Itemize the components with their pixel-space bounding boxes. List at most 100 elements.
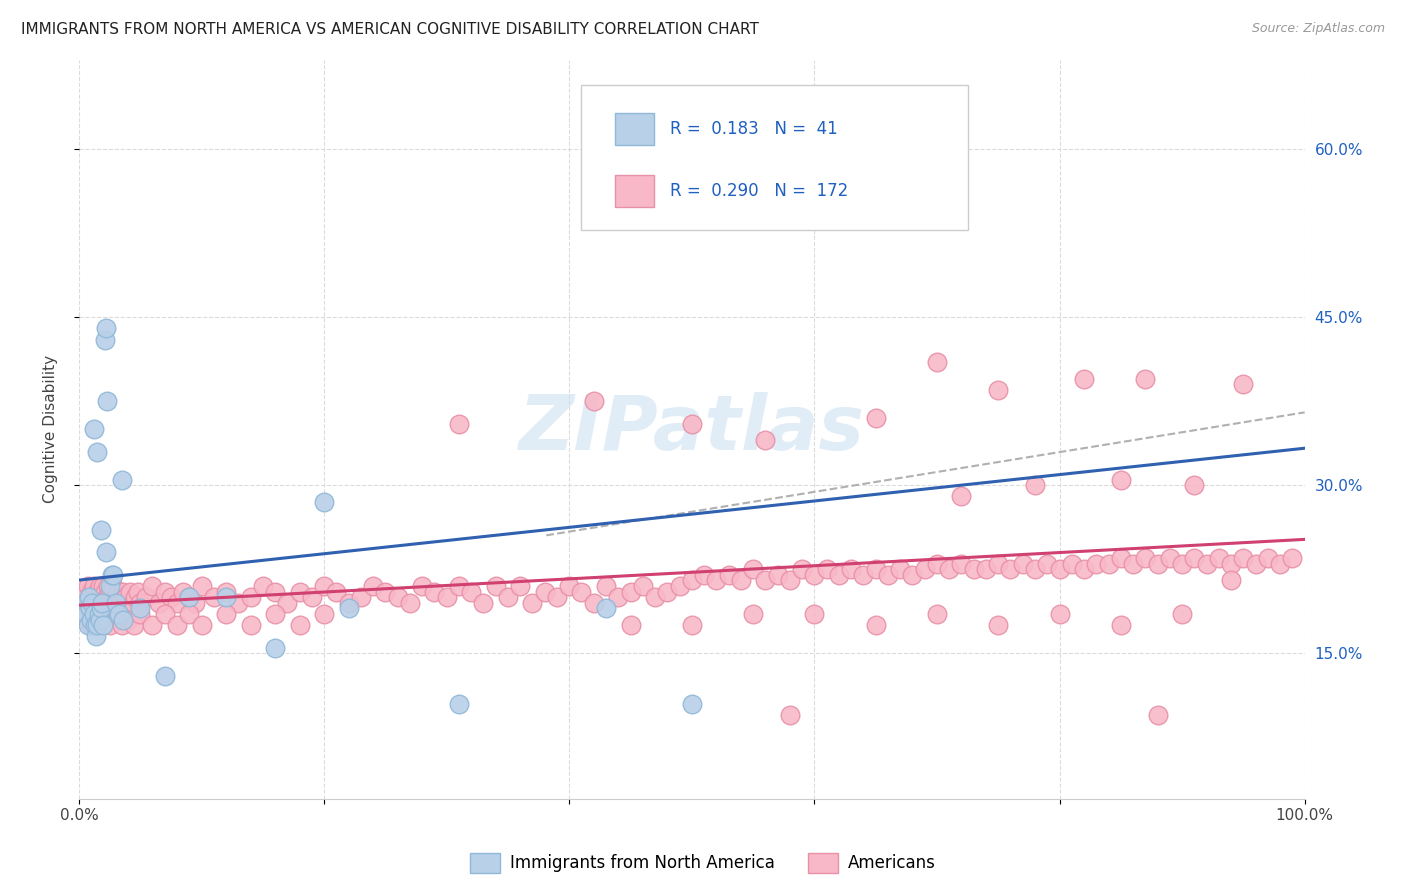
Point [86, 618, 108, 632]
Point [148, 596, 170, 610]
Point [1220, 557, 1243, 571]
Point [87, 590, 110, 604]
Point [852, 567, 875, 582]
Point [644, 590, 666, 604]
Point [447, 579, 470, 593]
Point [1257, 551, 1279, 566]
Point [98, 584, 121, 599]
Y-axis label: Cognitive Disability: Cognitive Disability [44, 355, 58, 503]
Point [865, 562, 887, 576]
Point [754, 574, 776, 588]
Point [1097, 557, 1119, 571]
Point [83, 422, 105, 436]
Point [496, 590, 519, 604]
Point [925, 557, 948, 571]
Point [337, 596, 360, 610]
Point [93, 584, 115, 599]
Point [754, 434, 776, 448]
Point [987, 557, 1010, 571]
Point [117, 613, 139, 627]
Point [107, 584, 129, 599]
Point [93, 579, 115, 593]
Point [127, 584, 149, 599]
Point [681, 697, 703, 711]
Point [595, 601, 617, 615]
Point [179, 607, 201, 621]
Point [264, 584, 287, 599]
Point [190, 579, 212, 593]
Point [77, 590, 100, 604]
Point [82, 596, 104, 610]
Point [1122, 557, 1144, 571]
Point [153, 607, 176, 621]
Point [447, 417, 470, 431]
Point [901, 567, 924, 582]
Point [314, 607, 336, 621]
Point [387, 590, 409, 604]
Point [987, 618, 1010, 632]
Point [89, 613, 111, 627]
Point [141, 618, 163, 632]
Point [1011, 557, 1033, 571]
Point [779, 574, 801, 588]
Point [84, 596, 107, 610]
Point [239, 618, 262, 632]
Point [83, 590, 105, 604]
Point [865, 618, 887, 632]
Point [79, 590, 101, 604]
Point [399, 596, 422, 610]
Point [110, 596, 132, 610]
Text: ZIPatlas: ZIPatlas [519, 392, 865, 467]
Point [91, 596, 114, 610]
Point [925, 355, 948, 369]
Point [86, 607, 108, 621]
Point [607, 590, 630, 604]
Point [1268, 557, 1291, 571]
Point [179, 590, 201, 604]
Point [101, 590, 124, 604]
Point [889, 562, 911, 576]
Point [202, 590, 225, 604]
Point [122, 618, 145, 632]
Point [742, 607, 765, 621]
Point [135, 590, 157, 604]
Point [215, 584, 238, 599]
Point [631, 579, 654, 593]
Point [1049, 562, 1071, 576]
Point [301, 590, 323, 604]
Point [742, 562, 765, 576]
Point [938, 562, 960, 576]
Point [681, 417, 703, 431]
Point [325, 584, 347, 599]
Point [73, 590, 96, 604]
Point [790, 562, 813, 576]
Point [114, 590, 136, 604]
Point [447, 697, 470, 711]
Point [1000, 562, 1022, 576]
Point [112, 584, 135, 599]
Point [803, 607, 825, 621]
Point [153, 668, 176, 682]
Point [90, 601, 112, 615]
Point [166, 618, 188, 632]
Point [509, 579, 531, 593]
Point [1109, 618, 1132, 632]
Point [124, 590, 146, 604]
Point [730, 574, 752, 588]
Point [1182, 478, 1205, 492]
Point [288, 584, 311, 599]
Point [582, 394, 605, 409]
Point [111, 473, 134, 487]
Text: Source: ZipAtlas.com: Source: ZipAtlas.com [1251, 22, 1385, 36]
FancyBboxPatch shape [614, 112, 654, 145]
Point [79, 601, 101, 615]
Point [1220, 574, 1243, 588]
Point [252, 579, 274, 593]
Point [129, 607, 152, 621]
Point [120, 584, 142, 599]
Point [1024, 562, 1046, 576]
Point [98, 618, 121, 632]
Point [1060, 557, 1083, 571]
FancyBboxPatch shape [614, 175, 654, 208]
Point [704, 574, 727, 588]
